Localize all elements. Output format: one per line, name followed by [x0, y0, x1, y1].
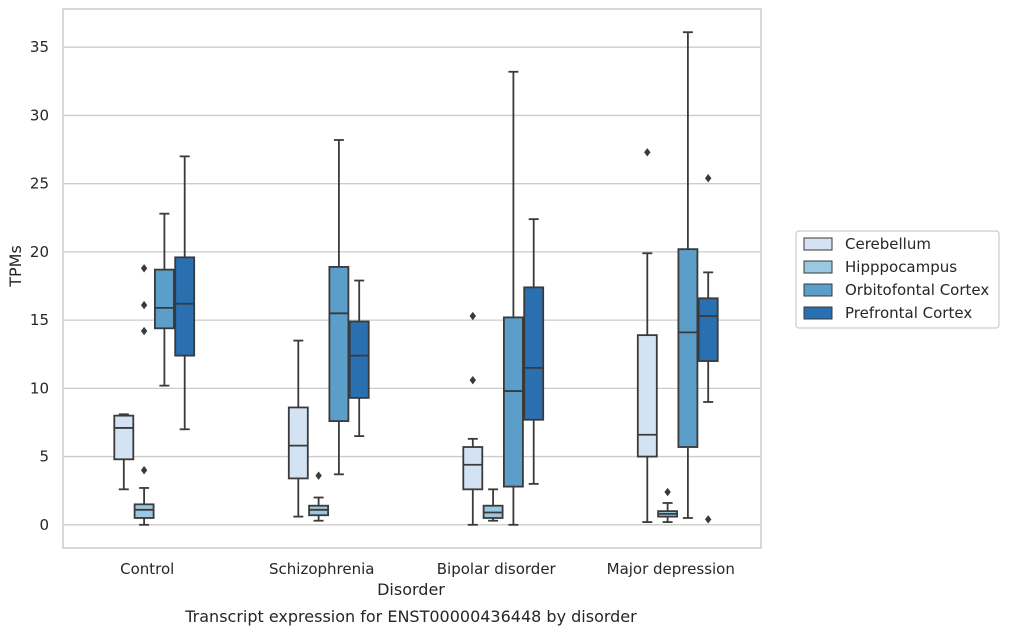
outlier-point [705, 515, 712, 524]
iqr-box [677, 248, 699, 448]
y-axis-label: TPMs [6, 245, 25, 288]
y-tick-label: 25 [30, 175, 49, 193]
outlier-point [315, 471, 322, 480]
legend-swatch [803, 306, 833, 320]
y-tick-label: 15 [30, 311, 49, 329]
plot-frame [62, 8, 762, 549]
iqr-box [328, 266, 350, 422]
iqr-box [348, 320, 370, 399]
iqr-box [697, 297, 719, 362]
iqr-box [174, 256, 196, 357]
iqr-box [523, 286, 545, 421]
legend-swatch [803, 237, 833, 251]
box [523, 218, 545, 485]
outlier-point [140, 264, 148, 273]
iqr-box [153, 268, 175, 330]
chart-caption: Transcript expression for ENST0000043644… [184, 607, 637, 626]
iqr-box [636, 334, 658, 458]
box-group [462, 70, 545, 526]
box [174, 155, 196, 431]
legend-label: Hipppocampus [845, 258, 957, 276]
outlier-point [469, 375, 476, 385]
box-group [113, 155, 196, 526]
legend-item: Prefrontal Cortex [803, 304, 972, 322]
x-tick-label: Bipolar disorder [437, 560, 557, 578]
legend-item: Hipppocampus [803, 258, 957, 276]
y-tick-label: 10 [30, 379, 49, 397]
legend-item: Cerebellum [803, 235, 931, 253]
y-tick-labels: 0 5 10 15 20 25 30 35 [30, 38, 49, 534]
legend-frame [795, 230, 1000, 329]
box [697, 174, 719, 524]
box [348, 279, 370, 438]
box [308, 471, 330, 522]
box-group [287, 139, 370, 522]
legend: Cerebellum Hipppocampus Orbitofontal Corte… [795, 230, 1000, 329]
outlier-point [140, 326, 148, 336]
box-groups [113, 31, 719, 526]
box [482, 488, 504, 522]
box [462, 311, 484, 526]
legend-swatch [803, 260, 833, 274]
y-tick-label: 20 [30, 243, 49, 261]
y-tick-label: 5 [39, 448, 49, 466]
y-tick-label: 35 [30, 38, 49, 56]
legend-label: Cerebellum [845, 235, 931, 253]
legend-label: Prefrontal Cortex [845, 304, 972, 322]
box [502, 70, 524, 526]
box [287, 339, 309, 518]
iqr-box [287, 406, 309, 480]
box [328, 139, 350, 476]
outlier-point [140, 300, 148, 310]
box [677, 31, 699, 519]
x-tick-labels: Control Schizophrenia Bipolar disorder Majo… [120, 560, 735, 578]
iqr-box [133, 503, 155, 519]
outlier-point [140, 466, 148, 475]
x-tick-label: Control [120, 560, 174, 578]
outlier-point [644, 148, 651, 157]
legend-swatch [803, 283, 833, 297]
x-axis-label: Disorder [377, 580, 445, 599]
outlier-point [469, 311, 476, 321]
legend-item: Orbitofontal Cortex [803, 281, 989, 299]
box [153, 212, 175, 387]
outlier-point [705, 174, 712, 183]
box [636, 148, 658, 523]
x-tick-label: Major depression [607, 560, 735, 578]
box [113, 413, 135, 491]
box [657, 487, 678, 523]
iqr-box [113, 414, 135, 461]
legend-label: Orbitofontal Cortex [845, 281, 989, 299]
iqr-box [502, 316, 524, 488]
y-tick-label: 0 [39, 516, 49, 534]
x-tick-label: Schizophrenia [269, 560, 374, 578]
box-group [636, 31, 719, 524]
box [133, 264, 155, 526]
iqr-box [462, 446, 484, 491]
y-tick-label: 30 [30, 106, 49, 124]
outlier-point [664, 487, 671, 497]
